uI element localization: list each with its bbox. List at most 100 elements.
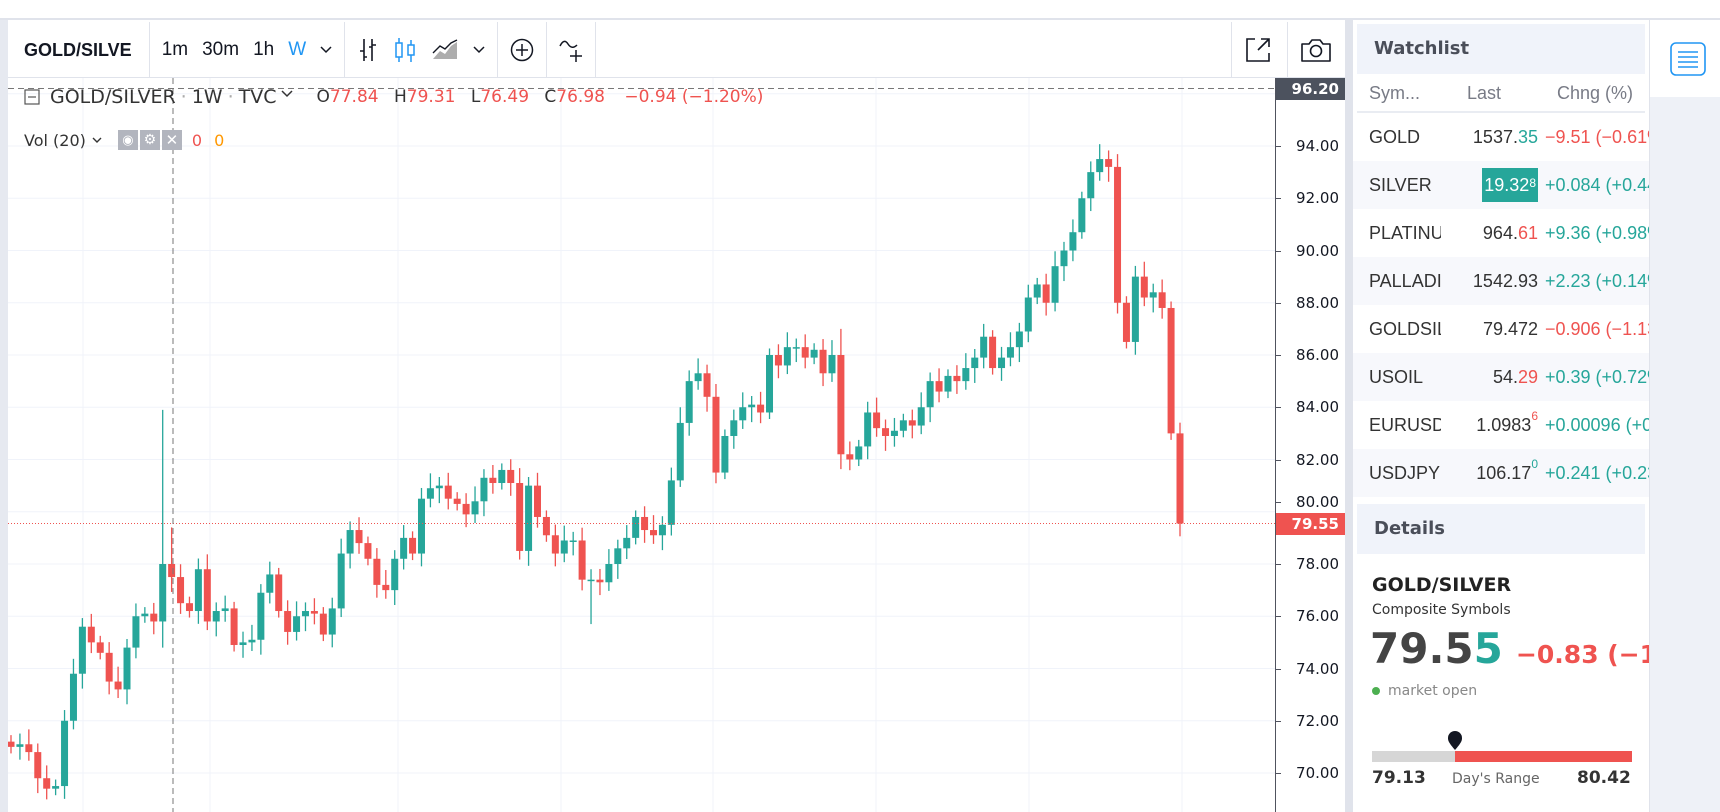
candle-body [542, 516, 550, 536]
watchlist-row[interactable]: GOLDSILVER 79.472 −0.906 (−1.13 [1353, 305, 1650, 353]
interval-dropdown-button[interactable] [313, 22, 339, 78]
compare-add-symbol-button[interactable] [503, 22, 541, 78]
plus-circle-icon [510, 38, 534, 62]
legend-symbol[interactable]: GOLD/SILVER [50, 86, 176, 108]
candle-body [774, 355, 782, 366]
bars-style-button[interactable] [350, 22, 386, 78]
row-change: +0.084 (+0.44 [1545, 175, 1650, 195]
candle-body [1015, 331, 1023, 348]
candle-body [177, 577, 185, 604]
row-change: +0.00096 (+0. [1545, 415, 1650, 435]
row-last-price: 54.29 [1493, 353, 1538, 401]
candle-body [578, 540, 586, 580]
candle-body [444, 485, 452, 499]
row-last-price: 1537.35 [1473, 113, 1538, 161]
candle-body [355, 530, 363, 544]
row-last-main: 19.32 [1484, 175, 1530, 195]
collapse-legend-icon[interactable] [24, 89, 40, 105]
price-tick: 80.00 [1276, 492, 1345, 512]
watchlist-row[interactable]: PALLADIUM 1542.93 +2.23 (+0.14% [1353, 257, 1649, 305]
toolbar-separator [497, 22, 499, 78]
candle-body [855, 446, 863, 460]
volume-ma-value: 0 [214, 130, 225, 150]
row-last-main: 79.472 [1482, 319, 1538, 339]
candle-body [1006, 347, 1014, 358]
candle-body [819, 349, 827, 374]
close-icon[interactable]: ✕ [161, 130, 182, 150]
toolbar-separator [148, 22, 150, 78]
candle-body [560, 540, 568, 554]
watchlist-row[interactable]: GOLD 1537.35 −9.51 (−0.61% [1353, 113, 1649, 161]
candle-body [846, 454, 854, 460]
candle-body [1069, 232, 1077, 251]
watchlist-row[interactable]: SILVER 19.328 +0.084 (+0.44 [1353, 161, 1650, 209]
watchlist-row[interactable]: EURUSD 1.09836 +0.00096 (+0. [1353, 401, 1650, 449]
legend-low: 76.49 [480, 87, 530, 107]
screenshot-button[interactable] [1300, 22, 1332, 78]
candle-body [864, 412, 872, 447]
open-new-window-button[interactable] [1244, 22, 1272, 78]
watchlist-toggle-button[interactable] [1670, 42, 1706, 80]
row-last-tail: 35 [1517, 127, 1538, 147]
row-last-price: 79.472 [1483, 305, 1538, 353]
watchlist-row[interactable]: USOIL 54.29 +0.39 (+0.72% [1353, 353, 1649, 401]
column-change[interactable]: Chng (%) [1557, 83, 1634, 103]
watchlist-row[interactable]: PLATINUM 964.61 +9.36 (+0.98% [1353, 209, 1649, 257]
interval-label: 1m [161, 39, 189, 60]
legend-interval: 1W [191, 86, 223, 108]
chart-pane[interactable]: GOLD/SILVER · 1W · TVC O77.84 H79.31 L76… [8, 78, 1275, 812]
row-symbol: USDJPY [1369, 463, 1441, 483]
candle-body [882, 428, 890, 436]
row-change: −0.906 (−1.13 [1545, 319, 1650, 339]
symbol-search-button[interactable]: GOLD/SILVE [8, 22, 144, 78]
chart-style-dropdown-button[interactable] [466, 22, 492, 78]
candle-body [16, 744, 24, 747]
row-last-main: 1537. [1472, 127, 1518, 147]
candle-body [480, 477, 488, 502]
price-axis[interactable]: 70.00 72.00 74.00 76.00 78.00 80.00 82.00 84.00… [1275, 78, 1345, 812]
candle-body [498, 469, 506, 484]
candle-body [400, 537, 408, 559]
candle-body [239, 642, 247, 645]
volume-label[interactable]: Vol (20) [24, 130, 86, 150]
gear-icon[interactable]: ⚙ [139, 130, 160, 150]
candle-body [266, 574, 274, 593]
candle-body [908, 420, 916, 426]
chevron-down-icon[interactable] [92, 137, 102, 144]
interval-1h[interactable]: 1h [246, 22, 281, 78]
interval-30m[interactable]: 30m [195, 22, 246, 78]
row-symbol: PALLADIUM [1369, 271, 1441, 291]
toolbar-separator [344, 22, 346, 78]
legend-exchange: TVC [238, 86, 277, 108]
area-style-button[interactable] [424, 22, 466, 78]
legend-ohlc: O77.84 H79.31 L76.49 C76.98 −0.94 (−1.20… [316, 87, 764, 107]
candle-body [409, 537, 417, 554]
candlestick-chart[interactable] [8, 78, 1275, 812]
candle-body [953, 375, 961, 382]
chevron-down-icon[interactable] [280, 90, 293, 98]
price-tick: 76.00 [1276, 606, 1345, 626]
indicators-button[interactable] [552, 22, 590, 78]
candle-body [507, 469, 515, 484]
candle-body [828, 355, 836, 374]
candle-body [78, 626, 86, 674]
watchlist-row[interactable]: USDJPY 106.170 +0.241 (+0.23 [1353, 449, 1649, 497]
candles-style-button[interactable] [386, 22, 424, 78]
days-range-bar [1372, 731, 1632, 762]
interval-w[interactable]: W [281, 22, 313, 78]
candle-body [1042, 284, 1050, 303]
candle-body [1096, 159, 1104, 173]
candle-body [87, 626, 95, 643]
interval-1m[interactable]: 1m [155, 22, 195, 78]
candle-body [301, 611, 309, 617]
candle-body [257, 592, 265, 640]
volume-value: 0 [191, 130, 203, 150]
candle-body [1087, 172, 1095, 199]
panel-divider[interactable] [1345, 20, 1353, 812]
candle-body [792, 347, 800, 349]
hide-indicator-icon[interactable]: ◉ [117, 130, 138, 150]
column-last[interactable]: Last [1467, 83, 1502, 103]
interval-label: W [288, 39, 307, 60]
candle-body [658, 524, 666, 536]
column-symbol[interactable]: Sym... [1369, 83, 1421, 103]
